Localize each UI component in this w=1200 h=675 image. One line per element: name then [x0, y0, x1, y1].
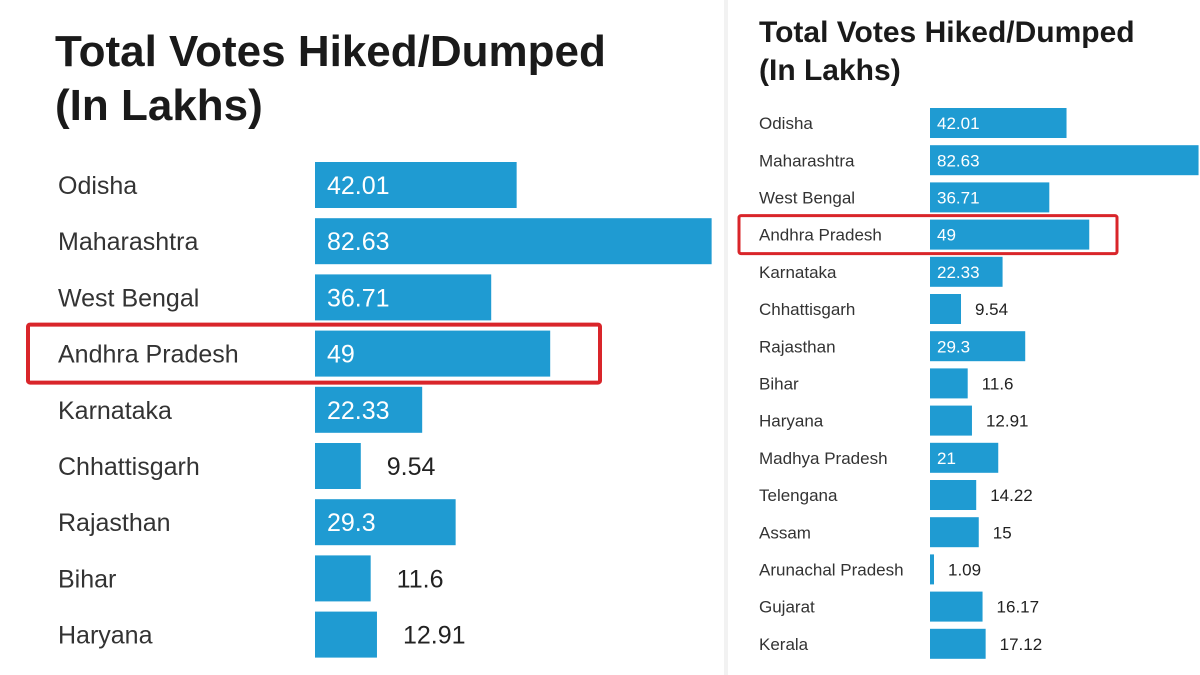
left-andhra-pradesh-category-label: Andhra Pradesh	[58, 341, 239, 369]
right-maharashtra-category-label: Maharashtra	[759, 151, 855, 170]
left-bihar-bar	[315, 555, 371, 602]
right-odisha-category-label: Odisha	[759, 114, 813, 133]
right-bihar-bar	[930, 368, 968, 399]
left-karnataka-bar	[315, 386, 423, 433]
right-haryana-bar	[930, 405, 972, 436]
right-odisha-value-label: 42.01	[937, 114, 980, 133]
right-haryana-category-label: Haryana	[759, 412, 824, 431]
left-odisha-value-label: 42.01	[327, 172, 390, 200]
right-andhra-pradesh-value-label: 49	[937, 226, 956, 245]
left-haryana-value-label: 12.91	[403, 622, 466, 650]
right-gujarat-category-label: Gujarat	[759, 598, 815, 617]
left-bihar-category-label: Bihar	[58, 565, 116, 593]
left-rajasthan-category-label: Rajasthan	[58, 509, 171, 537]
left-andhra-pradesh-value-label: 49	[327, 341, 355, 369]
left-chart-title: Total Votes Hiked/Dumped (In Lakhs)	[55, 25, 606, 133]
right-kerala-bar	[930, 628, 986, 659]
right-maharashtra-value-label: 82.63	[937, 151, 980, 170]
left-maharashtra-bar	[315, 218, 712, 265]
left-west-bengal-bar	[315, 274, 492, 321]
right-karnataka-category-label: Karnataka	[759, 263, 837, 282]
left-chart-panel: Total Votes Hiked/Dumped (In Lakhs) Odis…	[26, 25, 712, 658]
right-telengana-bar	[930, 480, 977, 510]
left-west-bengal-value-label: 36.71	[327, 284, 390, 312]
right-kerala-category-label: Kerala	[759, 635, 809, 654]
right-telengana-value-label: 14.22	[990, 486, 1033, 505]
right-west-bengal-value-label: 36.71	[937, 189, 980, 208]
right-assam-category-label: Assam	[759, 523, 811, 542]
left-andhra-pradesh-bar	[315, 330, 551, 377]
right-arunachal-pradesh-value-label: 1.09	[948, 561, 981, 580]
panel-divider	[724, 0, 728, 675]
right-rajasthan-category-label: Rajasthan	[759, 337, 836, 356]
right-chhattisgarh-category-label: Chhattisgarh	[759, 300, 855, 319]
left-haryana-bar	[315, 611, 377, 658]
right-andhra-pradesh-bar	[930, 219, 1090, 250]
left-chart-title-line2: (In Lakhs)	[55, 81, 263, 130]
right-bihar-category-label: Bihar	[759, 375, 799, 394]
left-odisha-category-label: Odisha	[58, 172, 137, 200]
left-maharashtra-value-label: 82.63	[327, 228, 390, 256]
right-arunachal-pradesh-bar	[930, 554, 934, 585]
right-chart-title-line1: Total Votes Hiked/Dumped	[759, 16, 1135, 49]
right-madhya-pradesh-bar	[930, 442, 999, 473]
right-chart-title-line2: (In Lakhs)	[759, 54, 901, 87]
right-telengana-category-label: Telengana	[759, 486, 838, 505]
right-rajasthan-value-label: 29.3	[937, 337, 970, 356]
right-bihar-value-label: 11.6	[982, 375, 1014, 394]
right-madhya-pradesh-category-label: Madhya Pradesh	[759, 449, 888, 468]
right-odisha-bar	[930, 108, 1067, 138]
left-karnataka-value-label: 22.33	[327, 397, 390, 425]
right-assam-value-label: 15	[993, 523, 1012, 542]
left-andhra-pradesh-highlight-box	[26, 322, 602, 385]
right-madhya-pradesh-value-label: 21	[937, 449, 956, 468]
left-rajasthan-value-label: 29.3	[327, 509, 376, 537]
right-assam-bar	[930, 517, 979, 548]
right-west-bengal-category-label: West Bengal	[759, 189, 855, 208]
right-bar-chart: Odisha 42.01 Maharashtra 82.63 West Bengal 36…	[737, 108, 1199, 659]
right-gujarat-bar	[930, 591, 983, 622]
left-chhattisgarh-value-label: 9.54	[387, 453, 436, 481]
left-chhattisgarh-bar	[315, 443, 361, 489]
right-west-bengal-bar	[930, 182, 1050, 213]
right-gujarat-value-label: 16.17	[997, 598, 1040, 617]
left-maharashtra-category-label: Maharashtra	[58, 228, 198, 256]
left-chhattisgarh-category-label: Chhattisgarh	[58, 453, 200, 481]
right-chart-panel: Total Votes Hiked/Dumped (In Lakhs) Odis…	[735, 0, 1200, 675]
left-bihar-value-label: 11.6	[397, 565, 444, 593]
right-chhattisgarh-value-label: 9.54	[975, 300, 1008, 319]
left-bar-chart: Odisha 42.01 Maharashtra 82.63 West Bengal 36…	[26, 162, 712, 658]
left-rajasthan-bar	[315, 499, 456, 546]
right-arunachal-pradesh-category-label: Arunachal Pradesh	[759, 561, 904, 580]
right-maharashtra-bar	[930, 145, 1199, 176]
left-karnataka-category-label: Karnataka	[58, 397, 172, 425]
right-karnataka-value-label: 22.33	[937, 263, 980, 282]
right-andhra-pradesh-category-label: Andhra Pradesh	[759, 226, 882, 245]
right-kerala-value-label: 17.12	[1000, 635, 1043, 654]
left-chart-title-line1: Total Votes Hiked/Dumped	[55, 27, 606, 76]
right-andhra-pradesh-highlight-box	[737, 214, 1119, 256]
right-chart-title: Total Votes Hiked/Dumped (In Lakhs)	[759, 14, 1135, 90]
left-west-bengal-category-label: West Bengal	[58, 284, 199, 312]
left-odisha-bar	[315, 162, 517, 208]
right-rajasthan-bar	[930, 331, 1026, 362]
right-karnataka-bar	[930, 256, 1003, 287]
right-haryana-value-label: 12.91	[986, 412, 1029, 431]
right-chhattisgarh-bar	[930, 294, 962, 324]
left-haryana-category-label: Haryana	[58, 622, 153, 650]
